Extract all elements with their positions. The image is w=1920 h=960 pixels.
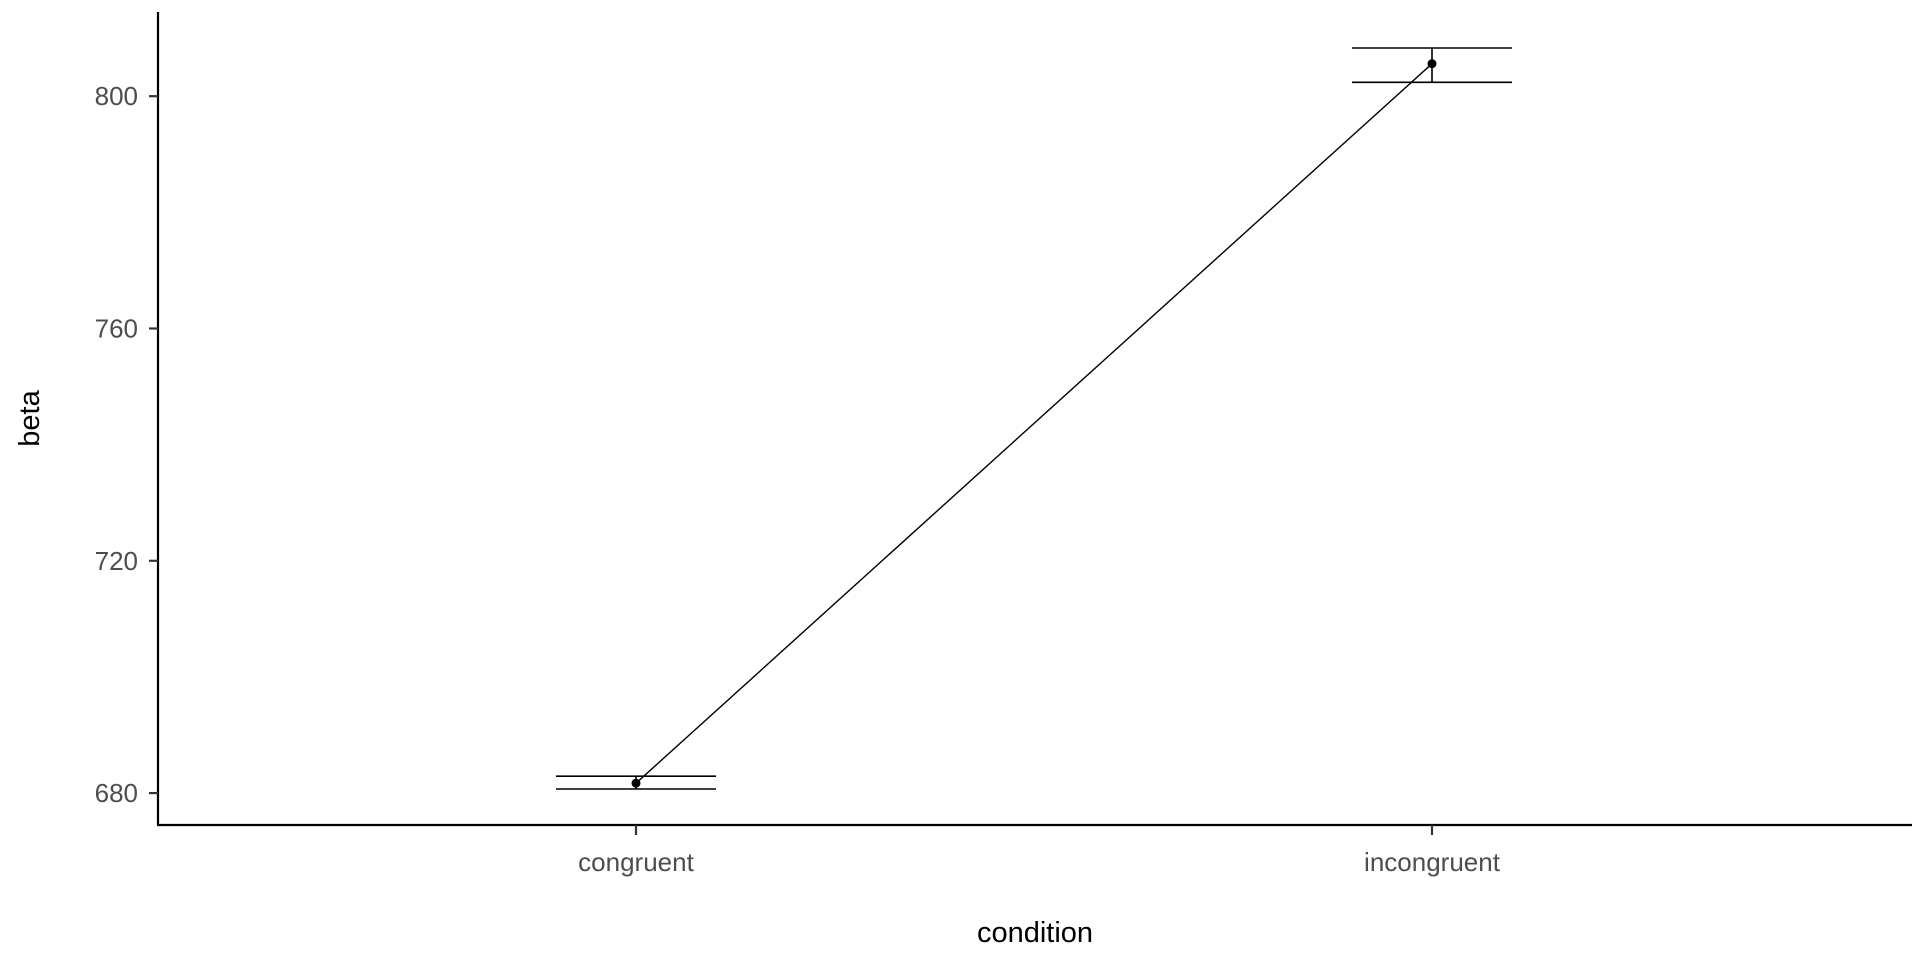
y-tick-label: 720 — [95, 546, 138, 576]
y-tick-label: 680 — [95, 778, 138, 808]
x-tick-label: incongruent — [1364, 847, 1501, 877]
data-point — [1427, 59, 1437, 69]
y-tick-label: 760 — [95, 313, 138, 343]
data-point — [631, 778, 641, 788]
x-axis-ticks: congruent incongruent — [578, 825, 1501, 877]
y-axis-ticks: 680 720 760 800 — [95, 81, 158, 808]
plot-area — [556, 47, 1512, 790]
series-line — [635, 63, 1433, 784]
x-axis-title: condition — [977, 917, 1093, 949]
y-axis-title: beta — [14, 389, 46, 446]
x-tick-label: congruent — [578, 847, 694, 877]
y-tick-label: 800 — [95, 81, 138, 111]
